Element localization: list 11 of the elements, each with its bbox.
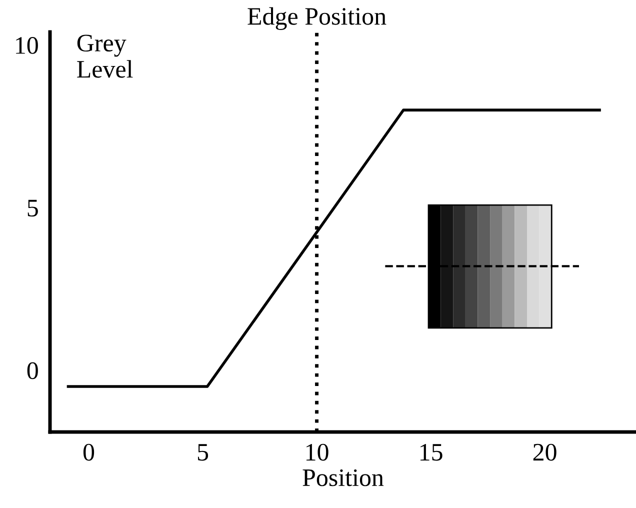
x-tick-label: 5	[198, 444, 208, 461]
x-axis-title: Position	[302, 469, 384, 486]
y-tick-label: 10	[16, 37, 38, 54]
y-tick-label: 5	[28, 200, 38, 217]
y-axis-title: Grey Level	[77, 34, 133, 78]
x-tick-label: 10	[306, 444, 328, 461]
y-tick-label: 0	[27, 362, 38, 380]
x-tick-label: 20	[533, 444, 556, 461]
x-tick-label: 0	[83, 444, 94, 461]
ref-line-label: Edge Position	[248, 7, 386, 30]
x-tick-label: 15	[420, 444, 442, 461]
